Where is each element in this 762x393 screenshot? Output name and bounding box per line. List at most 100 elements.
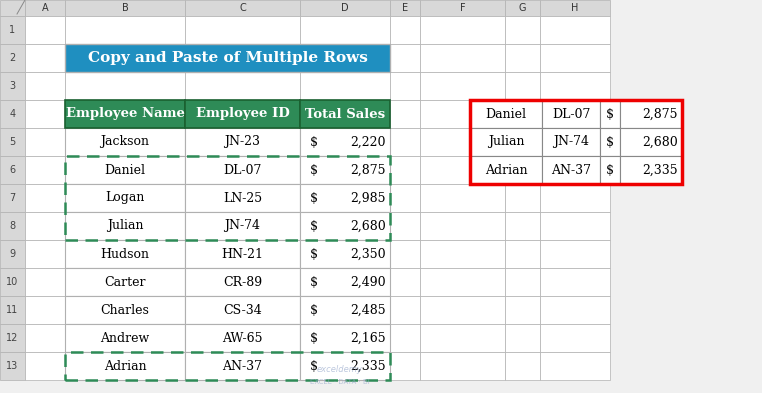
Text: $: $	[310, 275, 318, 288]
Bar	[25, 184, 65, 212]
Bar	[620, 100, 682, 128]
Bar	[25, 324, 65, 352]
Bar	[540, 184, 610, 212]
Bar	[185, 296, 300, 324]
Bar	[390, 100, 420, 128]
Bar	[0, 72, 25, 100]
Text: 5: 5	[9, 137, 16, 147]
Bar	[65, 156, 185, 184]
Text: AN-37: AN-37	[223, 360, 262, 373]
Bar	[540, 240, 610, 268]
Bar	[185, 268, 300, 296]
Bar	[65, 0, 185, 16]
Text: Employee ID: Employee ID	[196, 108, 290, 121]
Bar	[0, 324, 25, 352]
Text: 2,350: 2,350	[351, 248, 386, 261]
Bar	[300, 240, 390, 268]
Bar	[65, 184, 185, 212]
Bar	[300, 296, 390, 324]
Bar	[505, 128, 540, 156]
Bar	[542, 100, 600, 128]
Text: 2,680: 2,680	[351, 220, 386, 233]
Bar	[185, 0, 300, 16]
Text: Total Sales: Total Sales	[305, 108, 385, 121]
Bar	[185, 128, 300, 156]
Text: 2,335: 2,335	[642, 163, 678, 176]
Bar	[420, 268, 505, 296]
Text: JN-74: JN-74	[553, 136, 589, 149]
Bar	[470, 100, 682, 184]
Text: $: $	[310, 220, 318, 233]
Bar	[185, 324, 300, 352]
Bar	[0, 296, 25, 324]
Bar	[65, 156, 185, 184]
Bar	[185, 156, 300, 184]
Bar	[65, 44, 185, 72]
Text: DL-07: DL-07	[223, 163, 261, 176]
Bar	[505, 212, 540, 240]
Bar	[300, 324, 390, 352]
Bar	[300, 240, 390, 268]
Bar	[505, 44, 540, 72]
Bar	[300, 296, 390, 324]
Text: Hudson: Hudson	[101, 248, 149, 261]
Bar	[185, 44, 300, 72]
Text: C: C	[239, 3, 246, 13]
Bar	[65, 128, 185, 156]
Bar	[620, 156, 682, 184]
Bar	[600, 128, 620, 156]
Bar	[25, 0, 65, 16]
Bar	[185, 240, 300, 268]
Bar	[185, 100, 300, 128]
Text: Copy and Paste of Multiple Rows: Copy and Paste of Multiple Rows	[88, 51, 367, 65]
Text: $: $	[310, 163, 318, 176]
Text: 9: 9	[9, 249, 15, 259]
Bar	[25, 44, 65, 72]
Bar	[65, 184, 185, 212]
Bar	[505, 296, 540, 324]
Bar	[65, 352, 185, 380]
Bar	[65, 100, 185, 128]
Text: 11: 11	[6, 305, 18, 315]
Text: 3: 3	[9, 81, 15, 91]
Bar	[540, 352, 610, 380]
Bar	[470, 128, 542, 156]
Bar	[185, 212, 300, 240]
Bar	[505, 0, 540, 16]
Bar	[300, 0, 390, 16]
Text: Jackson: Jackson	[101, 136, 149, 149]
Bar	[620, 128, 682, 156]
Bar	[0, 184, 25, 212]
Bar	[65, 156, 390, 240]
Text: 2,335: 2,335	[351, 360, 386, 373]
Bar	[300, 212, 390, 240]
Bar	[185, 184, 300, 212]
Text: Julian: Julian	[107, 220, 143, 233]
Text: JN-74: JN-74	[225, 220, 261, 233]
Bar	[300, 72, 390, 100]
Bar	[65, 352, 185, 380]
Text: B: B	[122, 3, 128, 13]
Bar	[540, 0, 610, 16]
Bar	[300, 44, 390, 72]
Bar	[390, 44, 420, 72]
Bar	[0, 16, 25, 44]
Text: AN-37: AN-37	[551, 163, 591, 176]
Text: $: $	[310, 248, 318, 261]
Text: LN-25: LN-25	[223, 191, 262, 204]
Text: 2: 2	[9, 53, 16, 63]
Bar	[25, 240, 65, 268]
Text: $: $	[310, 360, 318, 373]
Text: Carter: Carter	[104, 275, 146, 288]
Bar	[185, 352, 300, 380]
Bar	[420, 240, 505, 268]
Bar	[540, 212, 610, 240]
Text: Charles: Charles	[101, 303, 149, 316]
Text: E: E	[402, 3, 408, 13]
Text: 2,875: 2,875	[642, 108, 678, 121]
Bar	[540, 324, 610, 352]
Text: 12: 12	[6, 333, 19, 343]
Bar	[185, 352, 300, 380]
Bar	[65, 128, 185, 156]
Text: exceldemy: exceldemy	[317, 365, 363, 375]
